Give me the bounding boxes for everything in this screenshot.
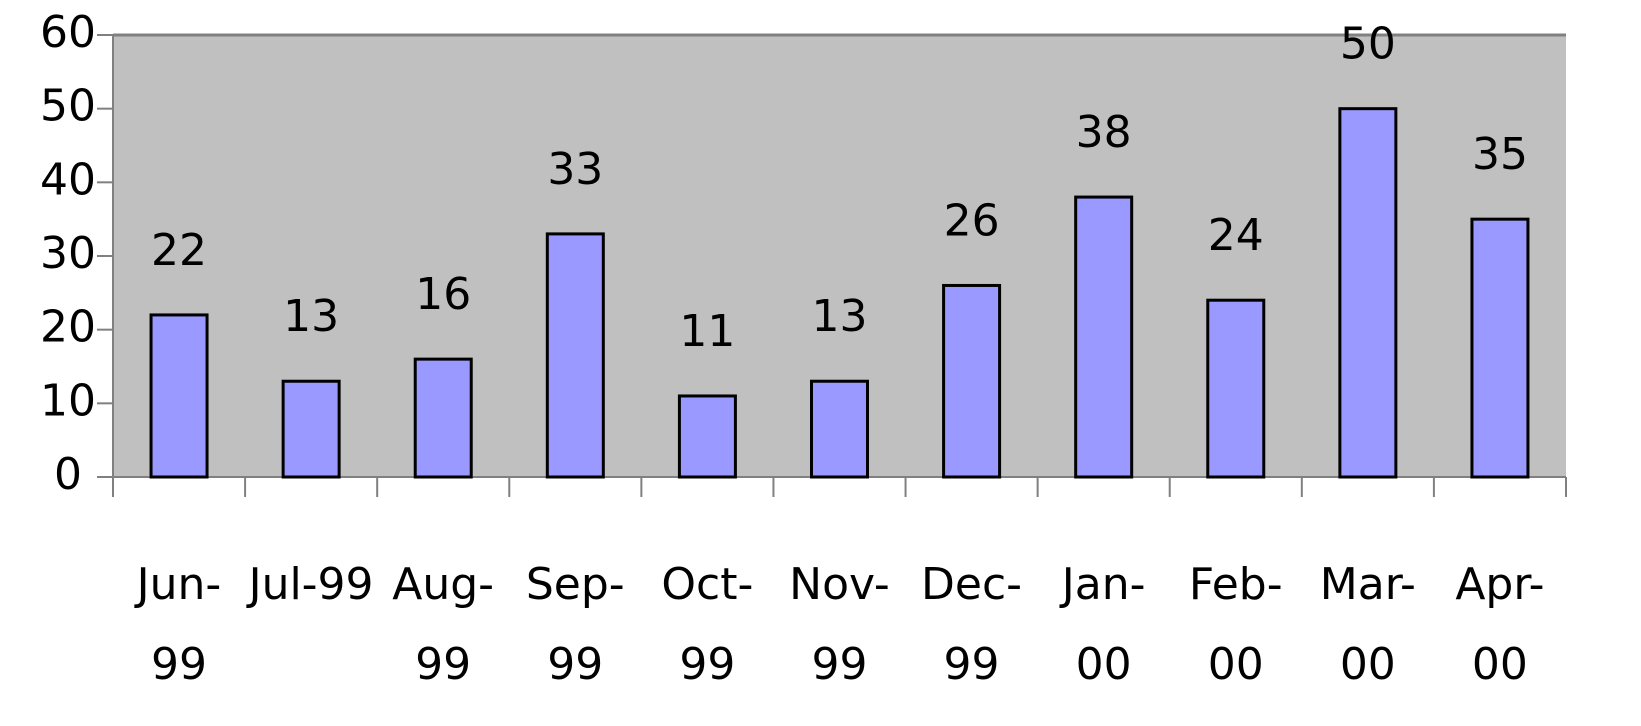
data-label: 50	[1340, 19, 1396, 70]
bar	[677, 394, 737, 479]
bar	[545, 232, 605, 479]
data-label: 13	[812, 291, 868, 342]
y-tick-label: 50	[40, 81, 96, 132]
x-tick-label: Nov-99	[789, 559, 890, 690]
y-tick-label: 0	[54, 449, 82, 500]
data-label: 11	[679, 306, 735, 357]
data-label: 35	[1472, 129, 1528, 180]
x-tick-label: Dec-99	[921, 559, 1023, 690]
bar	[810, 379, 869, 479]
bar	[1338, 107, 1398, 479]
x-tick-label: Sep-99	[525, 559, 625, 690]
x-tick-label: Feb-00	[1188, 559, 1283, 690]
x-tick-label: Oct-99	[661, 559, 754, 690]
bar	[413, 357, 473, 479]
y-tick-label: 10	[40, 375, 96, 426]
y-tick-label: 20	[40, 302, 96, 353]
bar	[281, 379, 341, 479]
data-label: 13	[283, 291, 339, 342]
x-tick-label: Aug-99	[392, 559, 495, 690]
data-label: 33	[547, 144, 603, 195]
x-tick-label: Jun-99	[136, 559, 222, 690]
x-tick-label: Jan-00	[1061, 559, 1146, 690]
y-tick-label: 30	[40, 228, 96, 279]
bar	[149, 313, 209, 479]
bar	[942, 283, 1002, 479]
data-label: 22	[151, 225, 207, 276]
data-label: 24	[1208, 210, 1264, 261]
bar	[1206, 298, 1266, 479]
bar	[1470, 217, 1530, 479]
data-label: 16	[415, 269, 471, 320]
x-tick-label: Apr-00	[1455, 559, 1545, 690]
data-label: 26	[944, 195, 1000, 246]
x-tick-label: Mar-00	[1319, 559, 1416, 690]
bar	[1074, 195, 1134, 479]
y-tick-label: 40	[40, 154, 96, 205]
data-label: 38	[1076, 107, 1132, 158]
y-tick-label: 60	[40, 7, 96, 58]
x-tick-label: Jul-99	[248, 559, 374, 610]
